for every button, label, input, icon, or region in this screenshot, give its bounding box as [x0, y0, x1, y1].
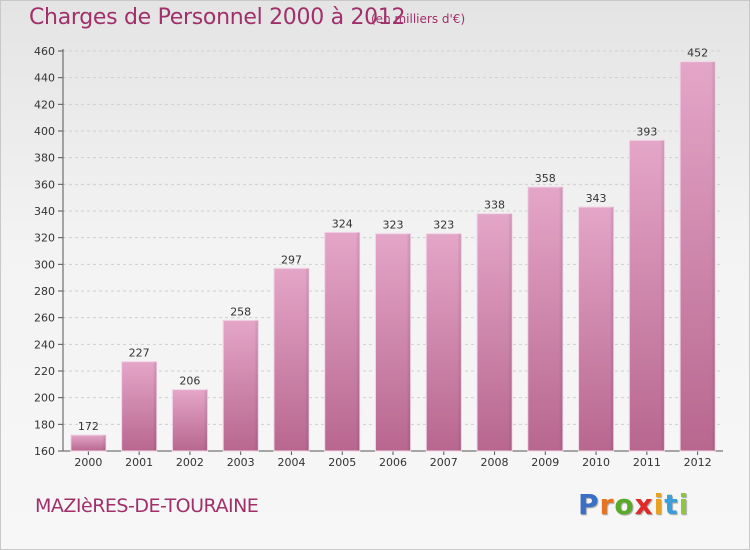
chart-title: Charges de Personnel 2000 à 2012	[29, 5, 406, 30]
x-tick-label: 2003	[227, 456, 255, 469]
logo-letter: i	[678, 488, 690, 521]
logo-letter: t	[664, 488, 679, 521]
bar-shade	[660, 140, 665, 452]
y-tick-label: 300	[34, 258, 55, 271]
bar	[679, 61, 716, 452]
bar-shade	[152, 361, 157, 451]
logo-letter: r	[599, 488, 615, 521]
bar	[70, 434, 107, 452]
y-tick-label: 440	[34, 72, 55, 85]
bar-shade	[711, 61, 716, 452]
logo-letter: P	[578, 488, 600, 521]
bar-shade	[457, 233, 462, 451]
y-tick-label: 240	[34, 338, 55, 351]
bar-shade	[406, 233, 411, 451]
x-tick-label: 2004	[277, 456, 305, 469]
data-label: 324	[332, 217, 353, 230]
x-tick-label: 2012	[684, 456, 712, 469]
y-tick-label: 340	[34, 205, 55, 218]
chart-subtitle: (en milliers d'€)	[371, 12, 466, 26]
y-tick-label: 420	[34, 98, 55, 111]
x-tick-label: 2005	[328, 456, 356, 469]
data-labels: 172 227 206 258 297 324 323 323 338 358 343 393 452	[78, 47, 708, 433]
bar-shade	[355, 232, 360, 451]
logo-letter: o	[614, 488, 635, 521]
y-tick-label: 180	[34, 418, 55, 431]
bar-shade	[101, 435, 106, 451]
y-tick-label: 380	[34, 152, 55, 165]
axes: 160 180 200 220 240 260 280 300 320 340 360 380 400 4…	[34, 45, 723, 469]
y-tick-label: 360	[34, 178, 55, 191]
x-tick-label: 2007	[430, 456, 458, 469]
x-tick-label: 2002	[176, 456, 204, 469]
y-tick-label: 260	[34, 312, 55, 325]
x-tick-label: 2010	[582, 456, 610, 469]
y-tick-label: 280	[34, 285, 55, 298]
y-tick-label: 460	[34, 45, 55, 58]
x-tick-label: 2006	[379, 456, 407, 469]
y-tick-label: 220	[34, 365, 55, 378]
data-label: 343	[586, 192, 607, 205]
place-name: MAZIèRES-DE-TOURAINE	[35, 495, 259, 517]
y-tick-label: 160	[34, 445, 55, 458]
bar-shade	[609, 207, 614, 451]
x-tick-label: 2008	[481, 456, 509, 469]
data-label: 393	[636, 125, 657, 138]
bar	[425, 233, 462, 452]
y-tick-label: 400	[34, 125, 55, 138]
proxiti-logo[interactable]: Proxiti	[578, 488, 689, 521]
bar	[374, 233, 412, 452]
data-label: 323	[433, 219, 454, 232]
bar	[578, 206, 615, 452]
x-tick-label: 2001	[125, 456, 153, 469]
data-label: 206	[179, 375, 200, 388]
bar-chart: 160 180 200 220 240 260 280 300 320 340 360 380 400 4…	[34, 45, 723, 469]
x-tick-label: 2009	[531, 456, 559, 469]
x-tick-label: 2000	[74, 456, 102, 469]
data-label: 358	[535, 172, 556, 185]
bar	[273, 267, 310, 452]
logo-letter: x	[634, 488, 654, 521]
bar-shade	[558, 187, 563, 451]
y-tick-label: 320	[34, 232, 55, 245]
data-label: 452	[687, 47, 708, 60]
data-label: 227	[129, 347, 150, 360]
bar-shade	[304, 268, 309, 451]
bar-shade	[508, 213, 513, 451]
x-tick-label: 2011	[633, 456, 661, 469]
bar	[222, 319, 259, 452]
bar-shade	[203, 389, 208, 451]
bar-shade	[254, 320, 259, 451]
bar	[476, 213, 513, 452]
logo-letter: i	[653, 488, 665, 521]
bar	[527, 186, 564, 452]
data-label: 297	[281, 253, 302, 266]
data-label: 172	[78, 420, 99, 433]
bars	[70, 61, 716, 452]
data-label: 258	[230, 305, 251, 318]
bar	[171, 389, 208, 452]
y-tick-label: 200	[34, 392, 55, 405]
bar	[324, 231, 361, 452]
data-label: 338	[484, 199, 505, 212]
bar	[628, 139, 665, 452]
bar	[121, 361, 158, 452]
data-label: 323	[383, 219, 404, 232]
